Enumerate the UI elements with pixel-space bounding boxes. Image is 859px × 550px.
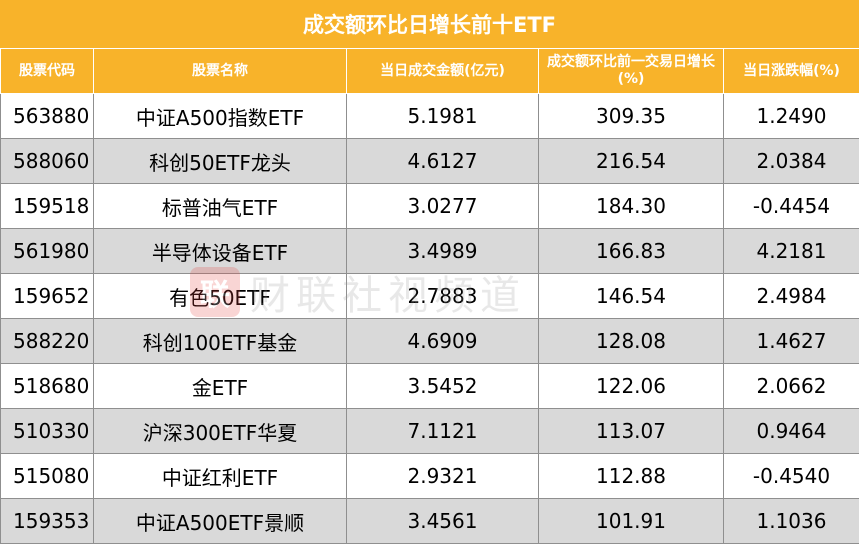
cell-growth: 184.30 <box>538 183 724 229</box>
cell-growth: 122.06 <box>538 363 724 409</box>
table-row: 159518 标普油气ETF 3.0277 184.30 -0.4454 <box>0 183 859 229</box>
cell-name: 中证A500ETF景顺 <box>93 498 347 544</box>
cell-change: 0.9464 <box>723 408 859 454</box>
header-name: 股票名称 <box>93 48 347 94</box>
cell-code: 159518 <box>0 183 94 229</box>
cell-name: 科创100ETF基金 <box>93 318 347 364</box>
etf-table: 股票代码 股票名称 当日成交金额(亿元) 成交额环比前一交易日增长(%) 当日涨… <box>0 48 859 544</box>
cell-growth: 216.54 <box>538 138 724 184</box>
cell-change: 2.0662 <box>723 363 859 409</box>
cell-amount: 5.1981 <box>346 93 539 139</box>
table-title: 成交额环比日增长前十ETF <box>0 0 859 49</box>
cell-change: 1.4627 <box>723 318 859 364</box>
cell-code: 510330 <box>0 408 94 454</box>
cell-name: 标普油气ETF <box>93 183 347 229</box>
table-row: 563880 中证A500指数ETF 5.1981 309.35 1.2490 <box>0 93 859 139</box>
cell-name: 有色50ETF <box>93 273 347 319</box>
cell-amount: 3.4561 <box>346 498 539 544</box>
cell-code: 159353 <box>0 498 94 544</box>
cell-name: 科创50ETF龙头 <box>93 138 347 184</box>
cell-code: 515080 <box>0 453 94 499</box>
cell-change: 1.2490 <box>723 93 859 139</box>
cell-change: -0.4454 <box>723 183 859 229</box>
table-row: 561980 半导体设备ETF 3.4989 166.83 4.2181 <box>0 228 859 274</box>
cell-name: 半导体设备ETF <box>93 228 347 274</box>
cell-growth: 101.91 <box>538 498 724 544</box>
cell-name: 中证A500指数ETF <box>93 93 347 139</box>
cell-growth: 309.35 <box>538 93 724 139</box>
cell-change: 1.1036 <box>723 498 859 544</box>
cell-amount: 3.0277 <box>346 183 539 229</box>
cell-name: 中证红利ETF <box>93 453 347 499</box>
table-row: 518680 金ETF 3.5452 122.06 2.0662 <box>0 363 859 409</box>
table-row: 159652 有色50ETF 2.7883 146.54 2.4984 <box>0 273 859 319</box>
table-row: 515080 中证红利ETF 2.9321 112.88 -0.4540 <box>0 453 859 499</box>
cell-growth: 128.08 <box>538 318 724 364</box>
header-change: 当日涨跌幅(%) <box>723 48 859 94</box>
header-row: 股票代码 股票名称 当日成交金额(亿元) 成交额环比前一交易日增长(%) 当日涨… <box>0 48 859 94</box>
cell-amount: 3.5452 <box>346 363 539 409</box>
cell-amount: 4.6909 <box>346 318 539 364</box>
header-growth: 成交额环比前一交易日增长(%) <box>538 48 724 94</box>
table-row: 588060 科创50ETF龙头 4.6127 216.54 2.0384 <box>0 138 859 184</box>
table-row: 159353 中证A500ETF景顺 3.4561 101.91 1.1036 <box>0 498 859 544</box>
cell-change: -0.4540 <box>723 453 859 499</box>
cell-code: 159652 <box>0 273 94 319</box>
header-code: 股票代码 <box>0 48 94 94</box>
table-row: 510330 沪深300ETF华夏 7.1121 113.07 0.9464 <box>0 408 859 454</box>
cell-growth: 146.54 <box>538 273 724 319</box>
cell-name: 沪深300ETF华夏 <box>93 408 347 454</box>
cell-name: 金ETF <box>93 363 347 409</box>
cell-change: 2.4984 <box>723 273 859 319</box>
cell-amount: 4.6127 <box>346 138 539 184</box>
cell-growth: 112.88 <box>538 453 724 499</box>
cell-growth: 166.83 <box>538 228 724 274</box>
cell-growth: 113.07 <box>538 408 724 454</box>
cell-code: 588220 <box>0 318 94 364</box>
cell-code: 588060 <box>0 138 94 184</box>
table-row: 588220 科创100ETF基金 4.6909 128.08 1.4627 <box>0 318 859 364</box>
header-amount: 当日成交金额(亿元) <box>346 48 539 94</box>
cell-code: 518680 <box>0 363 94 409</box>
cell-code: 561980 <box>0 228 94 274</box>
cell-change: 4.2181 <box>723 228 859 274</box>
cell-amount: 2.7883 <box>346 273 539 319</box>
cell-amount: 2.9321 <box>346 453 539 499</box>
cell-change: 2.0384 <box>723 138 859 184</box>
cell-code: 563880 <box>0 93 94 139</box>
cell-amount: 3.4989 <box>346 228 539 274</box>
cell-amount: 7.1121 <box>346 408 539 454</box>
